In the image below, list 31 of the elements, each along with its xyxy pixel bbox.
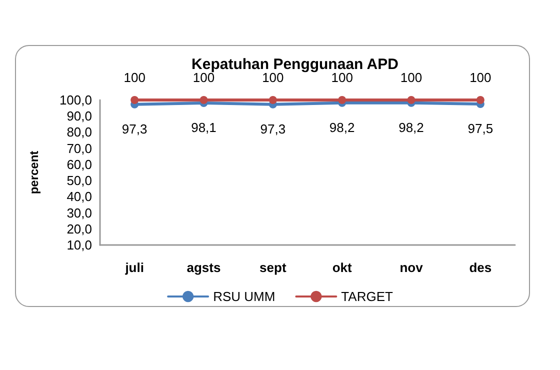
data-label: 97,3 [122, 121, 148, 136]
y-tick-label: 80,0 [66, 124, 92, 140]
y-tick-label: 50,0 [66, 173, 92, 188]
legend-label: RSU UMM [213, 289, 276, 304]
data-label: 97,5 [468, 121, 494, 136]
x-tick-label: nov [400, 260, 424, 275]
data-label: 97,3 [260, 121, 286, 136]
data-label: 98,2 [329, 120, 355, 135]
y-tick-label: 70,0 [66, 140, 92, 156]
y-tick-label: 20,0 [66, 221, 92, 236]
legend-label: TARGET [341, 289, 393, 304]
y-tick-label: 90,0 [66, 108, 92, 124]
y-axis-title: percent [27, 150, 41, 194]
data-label: 100 [400, 70, 422, 85]
data-label: 100 [124, 70, 146, 85]
y-tick-label: 100,0 [59, 92, 92, 108]
y-tick-label: 10,0 [66, 238, 92, 252]
data-label: 100 [262, 70, 284, 85]
y-tick-label: 60,0 [66, 156, 92, 172]
y-tick-label: 30,0 [66, 205, 92, 220]
x-tick-label: agsts [186, 260, 221, 275]
x-tick-label: okt [332, 260, 353, 275]
x-tick-label: juli [124, 260, 144, 275]
chart-title: Kepatuhan Penggunaan APD [192, 56, 399, 73]
x-tick-label: des [469, 260, 492, 275]
y-tick-label: 40,0 [66, 189, 92, 204]
data-label: 98,1 [191, 120, 216, 136]
x-tick-label: sept [260, 260, 287, 275]
data-label: 100 [331, 70, 353, 85]
data-label: 98,2 [398, 120, 424, 135]
data-label: 100 [470, 70, 492, 85]
